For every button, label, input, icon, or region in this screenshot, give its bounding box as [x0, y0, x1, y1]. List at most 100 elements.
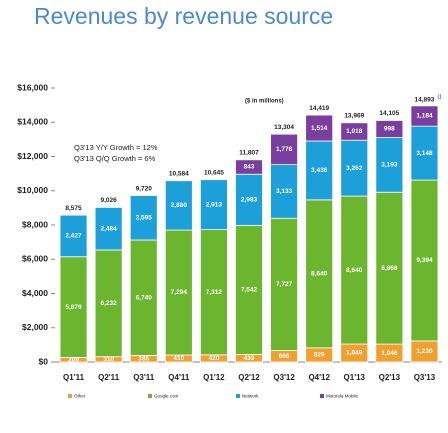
value-label: 1,184 — [416, 113, 433, 120]
x-tick-label: Q3'13 — [414, 373, 436, 382]
x-tick-label: Q3'12 — [273, 373, 295, 382]
bar-segment — [94, 207, 123, 251]
value-label: 2,880 — [171, 202, 188, 209]
total-label: 14,893 — [415, 97, 435, 104]
value-label: 8,868 — [381, 265, 398, 272]
total-label: 9,026 — [100, 197, 117, 204]
y-tick-label: $0 — [39, 356, 49, 366]
bar-segment — [340, 139, 369, 197]
y-tick-label: $10,000 — [17, 185, 48, 195]
value-label: 843 — [244, 164, 255, 171]
value-label: 6,740 — [136, 294, 153, 301]
value-label: 3,193 — [381, 162, 398, 169]
bar-segment — [410, 105, 439, 127]
value-label: 385 — [138, 355, 149, 362]
total-label: 10,645 — [204, 169, 224, 176]
value-label: 998 — [384, 126, 395, 133]
value-label: 8,640 — [346, 267, 363, 274]
x-tick-label: Q1'12 — [203, 373, 225, 382]
value-label: 829 — [314, 352, 325, 359]
bar-segment — [375, 137, 404, 193]
x-tick-label: Q2'12 — [238, 373, 260, 382]
x-tick-label: Q1'11 — [63, 373, 85, 382]
annotation: Q3'13 Y/Y Growth = 12% — [74, 143, 158, 152]
value-label: 310 — [103, 356, 114, 363]
value-label: 3,436 — [311, 167, 328, 174]
bar-segment — [129, 195, 158, 241]
legend-swatch — [320, 394, 324, 398]
bar-segment — [375, 191, 404, 345]
x-tick-label: Q3'11 — [133, 373, 155, 382]
bar-segment — [270, 133, 298, 166]
y-tick-label: $14,000 — [17, 117, 48, 127]
bar-segment — [270, 217, 298, 351]
legend-label: Google.com — [154, 394, 179, 399]
total-label: 13,969 — [344, 112, 364, 119]
bar-segment — [235, 159, 263, 175]
value-label: 1,778 — [276, 146, 293, 153]
value-label: 1,514 — [311, 125, 328, 132]
value-label: 1,018 — [346, 128, 363, 135]
value-label: 666 — [279, 353, 290, 360]
value-label: 8,640 — [311, 271, 328, 278]
x-tick-label: Q1'13 — [344, 373, 366, 382]
total-label: 9,720 — [136, 185, 153, 192]
legend-swatch — [68, 394, 72, 398]
y-tick-label: $2,000 — [22, 322, 48, 332]
bar-segment — [59, 214, 88, 258]
value-label: 2,913 — [206, 201, 223, 208]
bar-segment — [305, 140, 334, 201]
y-tick-label: $4,000 — [22, 288, 48, 298]
y-tick-label: $6,000 — [22, 254, 48, 264]
value-label: 7,727 — [276, 281, 293, 288]
value-label: 9,394 — [416, 257, 433, 264]
bar-segment — [200, 179, 228, 230]
value-label: 269 — [68, 356, 79, 363]
value-label: 410 — [173, 355, 184, 362]
bar-segment — [235, 173, 263, 226]
x-tick-label: Q2'11 — [98, 373, 120, 382]
value-label: 3,262 — [346, 165, 363, 172]
y-tick-label: $12,000 — [17, 151, 48, 161]
value-label: 2,427 — [65, 233, 82, 240]
annotation: Q3'13 Q/Q Growth = 6% — [74, 154, 156, 163]
legend-label: Other — [74, 394, 86, 399]
value-label: 1,049 — [346, 350, 363, 357]
total-label: 8,575 — [65, 205, 82, 212]
bar-segment — [340, 195, 369, 345]
value-label: 3,148 — [416, 150, 433, 157]
chart-title: Revenues by revenue source — [34, 3, 333, 29]
legend-swatch — [236, 394, 240, 398]
bar-segment — [410, 125, 439, 181]
value-label: 3,133 — [276, 188, 293, 195]
bar-segment — [340, 122, 369, 141]
bar-segment — [59, 256, 88, 358]
value-label: 2,983 — [241, 197, 258, 204]
value-label: 1,046 — [381, 350, 398, 357]
bar-segment — [305, 199, 334, 349]
x-tick-label: Q4'11 — [168, 373, 190, 382]
value-label: 7,312 — [206, 289, 223, 296]
value-label: 7,542 — [241, 287, 258, 294]
value-label: 7,294 — [171, 289, 188, 296]
bar-segment — [305, 114, 334, 142]
total-label: 14,419 — [309, 105, 329, 112]
legend-label: Network — [242, 394, 259, 399]
value-label: 2,595 — [136, 214, 153, 221]
legend-label: Motorola Mobile — [326, 394, 359, 399]
legend-swatch — [148, 394, 152, 398]
y-tick-label: $16,000 — [17, 82, 48, 92]
bar-segment — [200, 229, 228, 356]
x-tick-label: Q2'13 — [379, 373, 401, 382]
subtitle: ($ in millions) — [245, 99, 284, 105]
total-label: 14,105 — [379, 110, 399, 117]
total-label: 10,584 — [169, 170, 189, 177]
bar-segment — [164, 180, 193, 231]
x-tick-label: Q4'12 — [308, 373, 330, 382]
bar-segment — [235, 224, 263, 355]
bar-segment — [270, 164, 298, 219]
total-label: 13,304 — [274, 124, 294, 131]
value-label: 6,232 — [100, 300, 117, 307]
value-label: 439 — [244, 355, 255, 362]
